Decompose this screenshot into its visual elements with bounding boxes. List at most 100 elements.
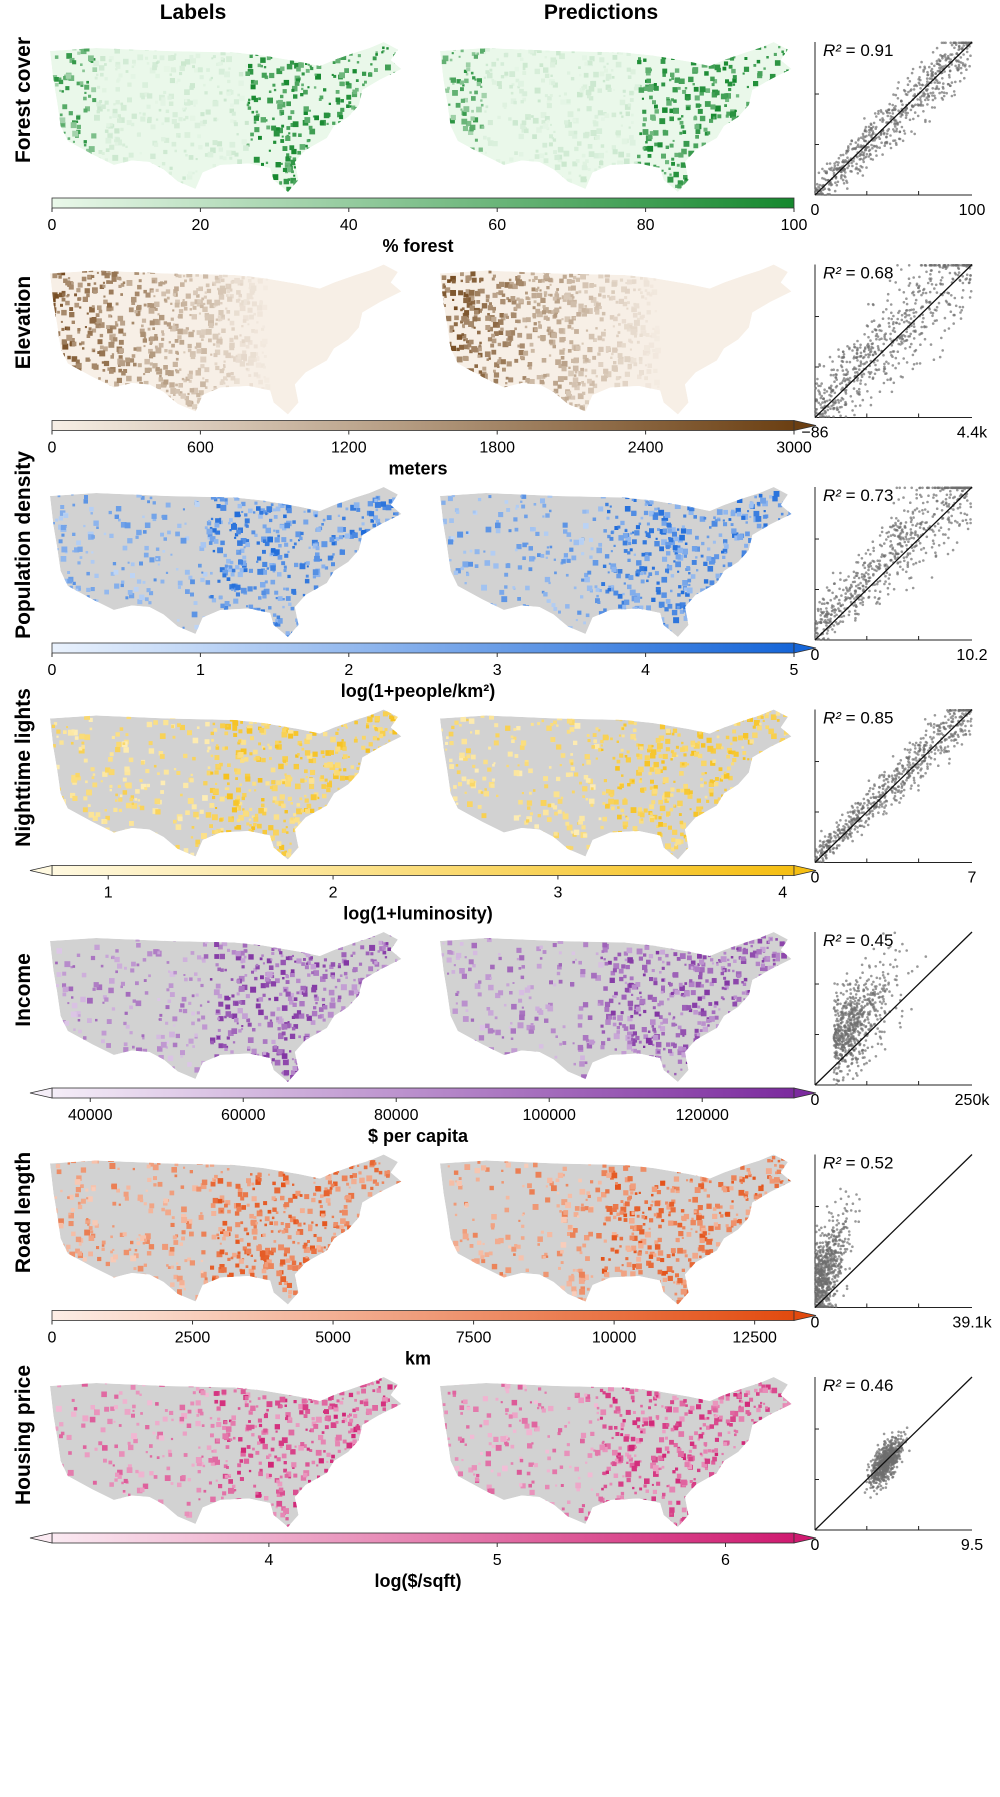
- scatter-point: [849, 395, 853, 398]
- scatter-point: [878, 1000, 882, 1004]
- scatter-point: [938, 59, 942, 62]
- scatter-point: [948, 69, 952, 73]
- scatter-point: [960, 486, 963, 490]
- scatter-point: [905, 1426, 909, 1429]
- scatter-point: [894, 93, 898, 97]
- scatter-point: [929, 279, 932, 283]
- scatter-point: [845, 1287, 849, 1291]
- scatter-point: [905, 319, 908, 323]
- scatter-x-min: 0: [811, 202, 820, 219]
- scatter-point: [834, 1056, 838, 1060]
- scatter-point: [961, 64, 965, 67]
- scatter-point: [845, 1019, 849, 1023]
- scatter-x-max: 100: [959, 202, 986, 219]
- scatter-point: [932, 736, 935, 739]
- scatter-point: [898, 137, 902, 141]
- scatter-point: [893, 794, 897, 798]
- scatter-point: [818, 391, 821, 394]
- scatter-point: [846, 1023, 850, 1027]
- scatter-point: [827, 1268, 830, 1271]
- scatter-point: [829, 1261, 833, 1264]
- scatter-point: [950, 521, 953, 525]
- scatter-point: [924, 264, 927, 267]
- row-label: Forest cover: [12, 37, 35, 163]
- scatter-point: [881, 117, 884, 120]
- scatter-point: [837, 1242, 840, 1246]
- scatter-point: [950, 294, 953, 297]
- scatter-point: [878, 323, 881, 327]
- scatter-point: [836, 1031, 840, 1035]
- scatter-point: [951, 735, 954, 738]
- scatter-point: [878, 137, 882, 140]
- scatter-point: [894, 281, 897, 284]
- scatter-point: [860, 598, 863, 601]
- scatter-point: [860, 1022, 863, 1026]
- scatter-point: [871, 1464, 874, 1467]
- scatter-point: [833, 611, 836, 614]
- scatter-point: [851, 164, 854, 168]
- scatter-point: [887, 577, 891, 580]
- scatter-point: [900, 764, 904, 767]
- scatter-point: [947, 505, 950, 508]
- scatter-point: [864, 1018, 867, 1022]
- scatter-point: [814, 1273, 818, 1277]
- scatter-point: [954, 716, 957, 719]
- scatter-identity-line: [814, 1376, 973, 1531]
- scatter-point: [890, 516, 893, 520]
- scatter-point: [839, 1229, 842, 1232]
- scatter-point: [824, 619, 827, 622]
- scatter-point: [833, 1068, 836, 1072]
- scatter-point: [837, 1023, 840, 1026]
- scatter-point: [959, 317, 963, 320]
- scatter-point: [822, 845, 826, 849]
- scatter-point: [817, 1257, 820, 1260]
- scatter-point: [856, 1016, 859, 1019]
- scatter-point: [857, 1031, 861, 1034]
- scatter-point: [825, 857, 828, 860]
- scatter-point: [820, 192, 824, 195]
- scatter-point: [926, 767, 929, 770]
- scatter-point: [880, 526, 884, 529]
- scatter-point: [860, 1069, 863, 1072]
- scatter-point: [911, 367, 915, 371]
- scatter-point: [889, 945, 892, 948]
- scatter-point: [850, 819, 854, 823]
- scatter-point: [906, 748, 909, 752]
- scatter-point: [876, 1018, 879, 1021]
- map-background: [50, 42, 402, 192]
- scatter-point: [933, 94, 936, 98]
- scatter-point: [960, 296, 964, 299]
- scatter-point: [834, 595, 838, 598]
- scatter-point: [887, 530, 890, 534]
- scatter-point: [855, 1009, 858, 1012]
- map-background: [440, 1154, 792, 1305]
- scatter-point: [913, 315, 916, 318]
- scatter-point: [902, 556, 906, 559]
- scatter-point: [850, 804, 854, 808]
- scatter-point: [958, 715, 962, 719]
- scatter-point: [905, 778, 908, 782]
- scatter-point: [871, 809, 874, 813]
- scatter-point: [915, 282, 919, 286]
- scatter-point: [917, 743, 920, 747]
- scatter-point: [907, 321, 910, 324]
- scatter-identity-line: [814, 41, 973, 196]
- scatter-point: [935, 46, 939, 50]
- scatter-point: [907, 766, 911, 769]
- scatter-point: [885, 799, 889, 803]
- scatter-point: [945, 721, 948, 725]
- scatter-point: [844, 1011, 848, 1014]
- scatter-point: [827, 1211, 831, 1214]
- scatter-point: [857, 387, 861, 391]
- scatter-point: [899, 1431, 903, 1434]
- scatter-point: [910, 518, 913, 521]
- scatter-point: [837, 1244, 840, 1248]
- scatter-point: [942, 87, 945, 90]
- scatter-point: [954, 64, 957, 68]
- scatter-point: [922, 287, 926, 291]
- map-predictions: [440, 1377, 792, 1527]
- map-predictions: [440, 487, 792, 637]
- scatter-point: [875, 1481, 878, 1484]
- scatter-point: [929, 724, 933, 727]
- scatter-point: [888, 279, 892, 283]
